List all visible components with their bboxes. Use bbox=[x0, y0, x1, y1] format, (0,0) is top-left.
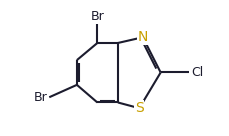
Text: Cl: Cl bbox=[190, 66, 202, 79]
Text: Br: Br bbox=[90, 10, 104, 23]
Text: N: N bbox=[137, 30, 147, 44]
Text: S: S bbox=[134, 101, 143, 115]
Text: Br: Br bbox=[34, 91, 47, 104]
